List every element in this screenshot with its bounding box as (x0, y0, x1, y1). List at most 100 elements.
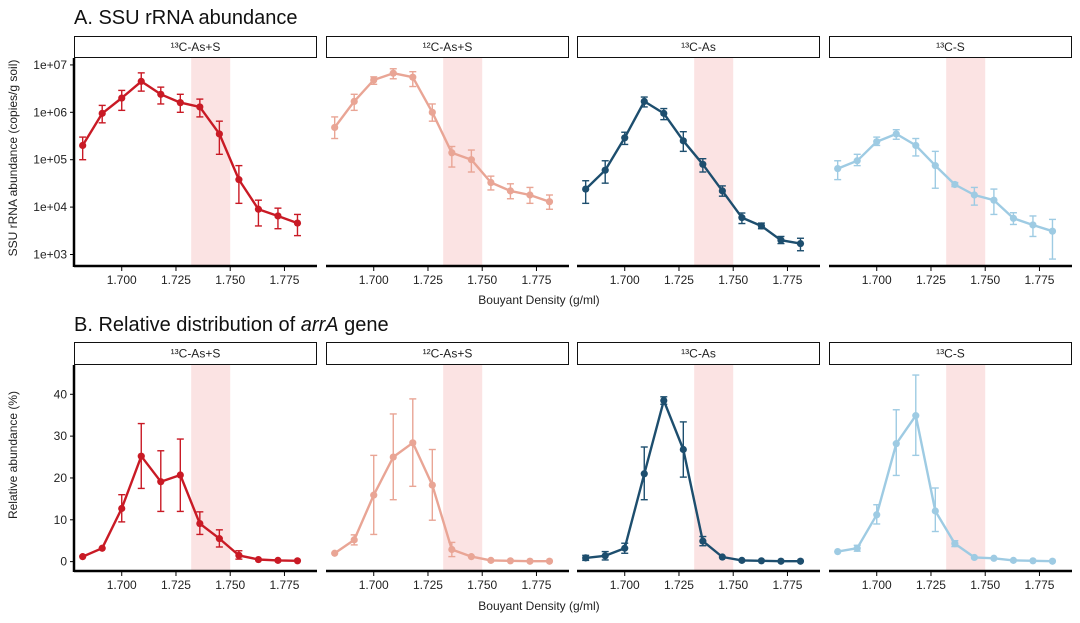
y-tick-label: 40 (54, 387, 68, 401)
data-point (621, 544, 629, 552)
x-tick-label: 1.750 (718, 578, 748, 592)
facet-strip (74, 36, 317, 58)
data-point (350, 97, 358, 105)
x-tick-label: 1.750 (215, 578, 245, 592)
x-tick-label: 1.750 (970, 273, 1000, 287)
data-point (970, 191, 978, 199)
data-point (196, 103, 204, 111)
panel-b-facet-1: ¹³C-As+S 1.700 1.725 1.750 1.775 0 10 20 30 40 (54, 342, 317, 592)
data-point (853, 544, 861, 552)
data-point (679, 137, 687, 145)
x-tick-label: 1.700 (862, 578, 892, 592)
x-tick-label: 1.775 (772, 578, 802, 592)
x-tick-label: 1.750 (718, 273, 748, 287)
data-point (738, 214, 746, 222)
data-point (157, 90, 165, 98)
data-point (545, 557, 554, 565)
x-tick-label: 1.700 (610, 273, 640, 287)
data-point (137, 77, 145, 85)
panel-b-title-text: Relative distribution of (98, 314, 300, 336)
panel-b-x-axis-title: Bouyant Density (g/ml) (478, 599, 599, 613)
y-tick-label: 10 (54, 513, 68, 527)
series-line (584, 100, 801, 245)
data-point (777, 557, 785, 565)
data-point (293, 219, 302, 227)
panel-b-title: B. Relative distribution of arrA gene (74, 314, 389, 336)
data-point (467, 156, 475, 164)
x-tick-label: 1.725 (664, 578, 694, 592)
panel-b-facet-2: ¹²C-As+S 1.700 1.725 1.750 1.775 (326, 342, 569, 592)
data-point (699, 160, 707, 168)
data-point (137, 452, 145, 460)
error-bar (1048, 218, 1056, 260)
data-point (660, 109, 668, 117)
data-point (834, 164, 842, 173)
data-point (448, 149, 456, 157)
data-point (331, 549, 339, 557)
data-point (892, 440, 900, 448)
shaded-density-band (443, 365, 483, 570)
facet-strip (326, 342, 569, 365)
data-point (118, 504, 126, 513)
data-point (757, 557, 766, 565)
shaded-density-band (946, 58, 986, 265)
data-point (990, 554, 998, 562)
y-tick-label: 1e+07 (33, 58, 67, 72)
series-line (333, 71, 550, 203)
data-point (912, 412, 920, 420)
facet-strip (829, 342, 1072, 365)
facet-strip-label: ¹³C-As+S (171, 40, 221, 54)
x-tick-label: 1.700 (107, 578, 137, 592)
data-point (215, 535, 223, 543)
panel-b-facet-4: ¹³C-S 1.700 1.725 1.750 1.775 (829, 342, 1072, 592)
y-tick-label: 20 (54, 471, 68, 485)
data-point (1009, 214, 1018, 222)
data-point (176, 471, 184, 479)
x-tick-label: 1.750 (215, 273, 245, 287)
data-point (409, 73, 417, 81)
x-tick-label: 1.700 (610, 578, 640, 592)
data-point (601, 552, 609, 560)
facet-strip (577, 36, 820, 58)
data-point (526, 191, 534, 199)
x-tick-label: 1.725 (664, 273, 694, 287)
data-point (176, 99, 184, 107)
data-point (98, 544, 106, 552)
data-point (660, 396, 668, 405)
panel-a-facet-1: ¹³C-As+S 1.700 1.725 1.750 1.775 1e+03 1e+04 1e… (33, 36, 317, 287)
facet-strip (829, 36, 1072, 58)
series-line (837, 132, 1053, 233)
x-tick-label: 1.725 (916, 273, 946, 287)
x-tick-label: 1.775 (772, 273, 802, 287)
panel-a-title: A. SSU rRNA abundance (74, 7, 297, 29)
data-point (796, 239, 805, 248)
data-point (951, 180, 959, 189)
series-line (82, 455, 298, 562)
panel-b-facet-3: ¹³C-As 1.700 1.725 1.750 1.775 (577, 342, 820, 592)
data-point (931, 507, 939, 515)
data-point (506, 557, 515, 565)
x-tick-label: 1.700 (107, 273, 137, 287)
x-tick-label: 1.750 (467, 273, 497, 287)
x-tick-label: 1.775 (1024, 273, 1054, 287)
data-point (487, 178, 495, 187)
panel-b-title-prefix: B. (74, 314, 98, 336)
data-point (718, 553, 726, 561)
x-tick-label: 1.775 (521, 273, 551, 287)
facet-strip-label: ¹²C-As+S (423, 347, 473, 361)
data-point (621, 134, 629, 142)
data-point (370, 491, 378, 499)
x-tick-label: 1.775 (269, 578, 299, 592)
x-tick-label: 1.775 (269, 273, 299, 287)
data-point (196, 519, 204, 528)
series-line (585, 399, 801, 563)
data-point (931, 162, 939, 170)
series-line (837, 414, 1053, 563)
data-point (679, 445, 687, 454)
data-point (1009, 556, 1018, 564)
data-point (98, 109, 106, 117)
x-tick-label: 1.750 (467, 578, 497, 592)
panel-a-facet-3: ¹³C-As 1.700 1.725 1.750 1.775 (577, 36, 820, 287)
facet-strip (577, 342, 820, 365)
x-tick-label: 1.725 (161, 273, 191, 287)
